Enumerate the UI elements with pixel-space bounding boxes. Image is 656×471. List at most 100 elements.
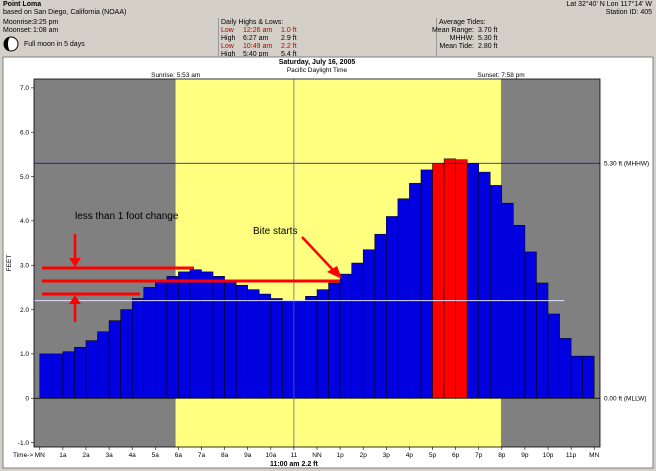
x-tick-label: 3a: [105, 452, 113, 459]
tide-bar: [282, 300, 295, 399]
tide-bar: [582, 355, 595, 399]
tide-bar: [131, 298, 144, 399]
tide-bar: [374, 233, 387, 399]
avg-tide-label: Mean Range:: [431, 27, 474, 34]
arrowhead-icon: [69, 295, 81, 304]
tide-bar: [166, 276, 179, 399]
x-tick-label: 11: [291, 452, 298, 459]
y-tick-label: -1.0: [18, 440, 30, 447]
avg-tides-title: Average Tides:: [439, 19, 486, 26]
x-tick-label: 1a: [59, 452, 67, 459]
y-tick-label: 2.0: [20, 307, 29, 314]
tide-bar: [108, 320, 121, 399]
tide-extreme-height: 5.4 ft: [281, 51, 297, 58]
tide-bar: [316, 289, 329, 399]
tide-extreme-type: Low: [221, 43, 234, 50]
highs-lows-title: Daily Highs & Lows:: [221, 19, 284, 26]
x-tick-label: 8p: [498, 452, 506, 459]
x-tick-label: 2p: [360, 452, 368, 459]
tide-bar: [559, 338, 572, 399]
tide-bar: [270, 298, 283, 399]
tide-bar: [258, 293, 272, 399]
tide-extreme-height: 1.0 ft: [281, 27, 297, 34]
tide-bar: [524, 251, 537, 399]
tide-bar: [293, 300, 306, 399]
moon-phase-icon: [3, 36, 19, 52]
x-tick-label: 6a: [175, 452, 183, 459]
tide-extreme-time: 12:26 am: [243, 27, 273, 34]
tide-bar: [397, 198, 410, 399]
tide-bar: [120, 309, 133, 399]
tide-bar: [51, 353, 64, 399]
sunset-label: Sunset: 7:58 pm: [477, 72, 524, 79]
tide-bar: [478, 171, 491, 399]
x-tick-label: 10p: [543, 452, 554, 459]
tide-bar: [201, 271, 214, 399]
chart-subtitle: Pacific Daylight Time: [287, 67, 348, 74]
x-tick-label: 1p: [336, 452, 344, 459]
y-tick-label: 5.0: [20, 174, 29, 181]
x-tick-label: MN: [35, 452, 45, 459]
info-header: Point Loma based on San Diego, Californi…: [0, 0, 656, 58]
mhhw-label: 5.30 ft (MHHW): [604, 161, 649, 168]
tide-bar: [212, 276, 225, 399]
tide-bar: [513, 225, 526, 399]
tide-bar: [305, 296, 318, 399]
tide-extreme-type: High: [221, 51, 236, 58]
y-tick-label: 3.0: [20, 263, 29, 270]
avg-tide-label: MHHW:: [449, 35, 474, 42]
y-tick-label: 6.0: [20, 130, 29, 137]
tide-bar: [490, 185, 503, 399]
moonset-value: 1:08 am: [33, 27, 59, 34]
header-divider: [218, 18, 219, 56]
tide-bar: [74, 346, 87, 399]
tide-bar: [351, 262, 364, 399]
annotation-bite: Bite starts: [253, 226, 297, 237]
tide-bar-highlight: [455, 159, 468, 399]
tide-bar: [339, 273, 352, 399]
x-tick-label: 4p: [406, 452, 414, 459]
moonset-label: Moonset:: [3, 27, 32, 34]
y-axis-label: FEET: [6, 255, 13, 272]
tide-bar: [420, 169, 433, 399]
location-title: Point Loma: [3, 1, 42, 8]
x-tick-label: 5p: [429, 452, 437, 459]
tide-bar: [224, 280, 237, 399]
cursor-readout: 11:00 am 2.2 ft: [270, 461, 319, 468]
tide-bar-highlight: [443, 158, 456, 399]
x-tick-label: 3p: [383, 452, 391, 459]
x-tick-label: NN: [312, 452, 322, 459]
mllw-label: 0.00 ft (MLLW): [604, 396, 647, 403]
tide-bar: [466, 162, 479, 399]
tide-extreme-time: 10:49 am: [243, 43, 273, 50]
chart-title: Saturday, July 16, 2005: [279, 59, 356, 66]
location-subtitle: based on San Diego, California (NOAA): [3, 9, 127, 16]
moon-phase-text: Full moon in 5 days: [24, 41, 85, 48]
tide-bar: [189, 269, 202, 399]
time-axis-prefix: Time->: [13, 452, 33, 459]
x-tick-label: 2a: [82, 452, 90, 459]
x-tick-label: 5a: [152, 452, 160, 459]
y-tick-label: 1.0: [20, 351, 29, 358]
annotation-arrow-bite: [301, 236, 335, 272]
sunrise-label: Sunrise: 5:53 am: [151, 72, 200, 79]
tide-bar: [386, 216, 399, 399]
avg-tide-label: Mean Tide:: [439, 43, 474, 50]
x-tick-label: 8a: [221, 452, 229, 459]
tide-extreme-type: Low: [221, 27, 234, 34]
x-tick-label: 7a: [198, 452, 206, 459]
tide-bar: [62, 351, 75, 399]
x-tick-label: 7p: [475, 452, 483, 459]
tide-extreme-time: 6:27 am: [243, 35, 269, 42]
tide-bar: [235, 284, 248, 399]
tide-bar: [97, 331, 110, 399]
y-tick-label: 0: [25, 396, 29, 403]
x-tick-label: 6p: [452, 452, 460, 459]
tide-bar: [39, 353, 52, 399]
tide-bar-highlight: [432, 162, 445, 399]
x-tick-label: MN: [589, 452, 599, 459]
tide-bar: [247, 289, 260, 399]
avg-tide-value: 5.30 ft: [478, 35, 498, 42]
x-tick-label: 9a: [244, 452, 252, 459]
